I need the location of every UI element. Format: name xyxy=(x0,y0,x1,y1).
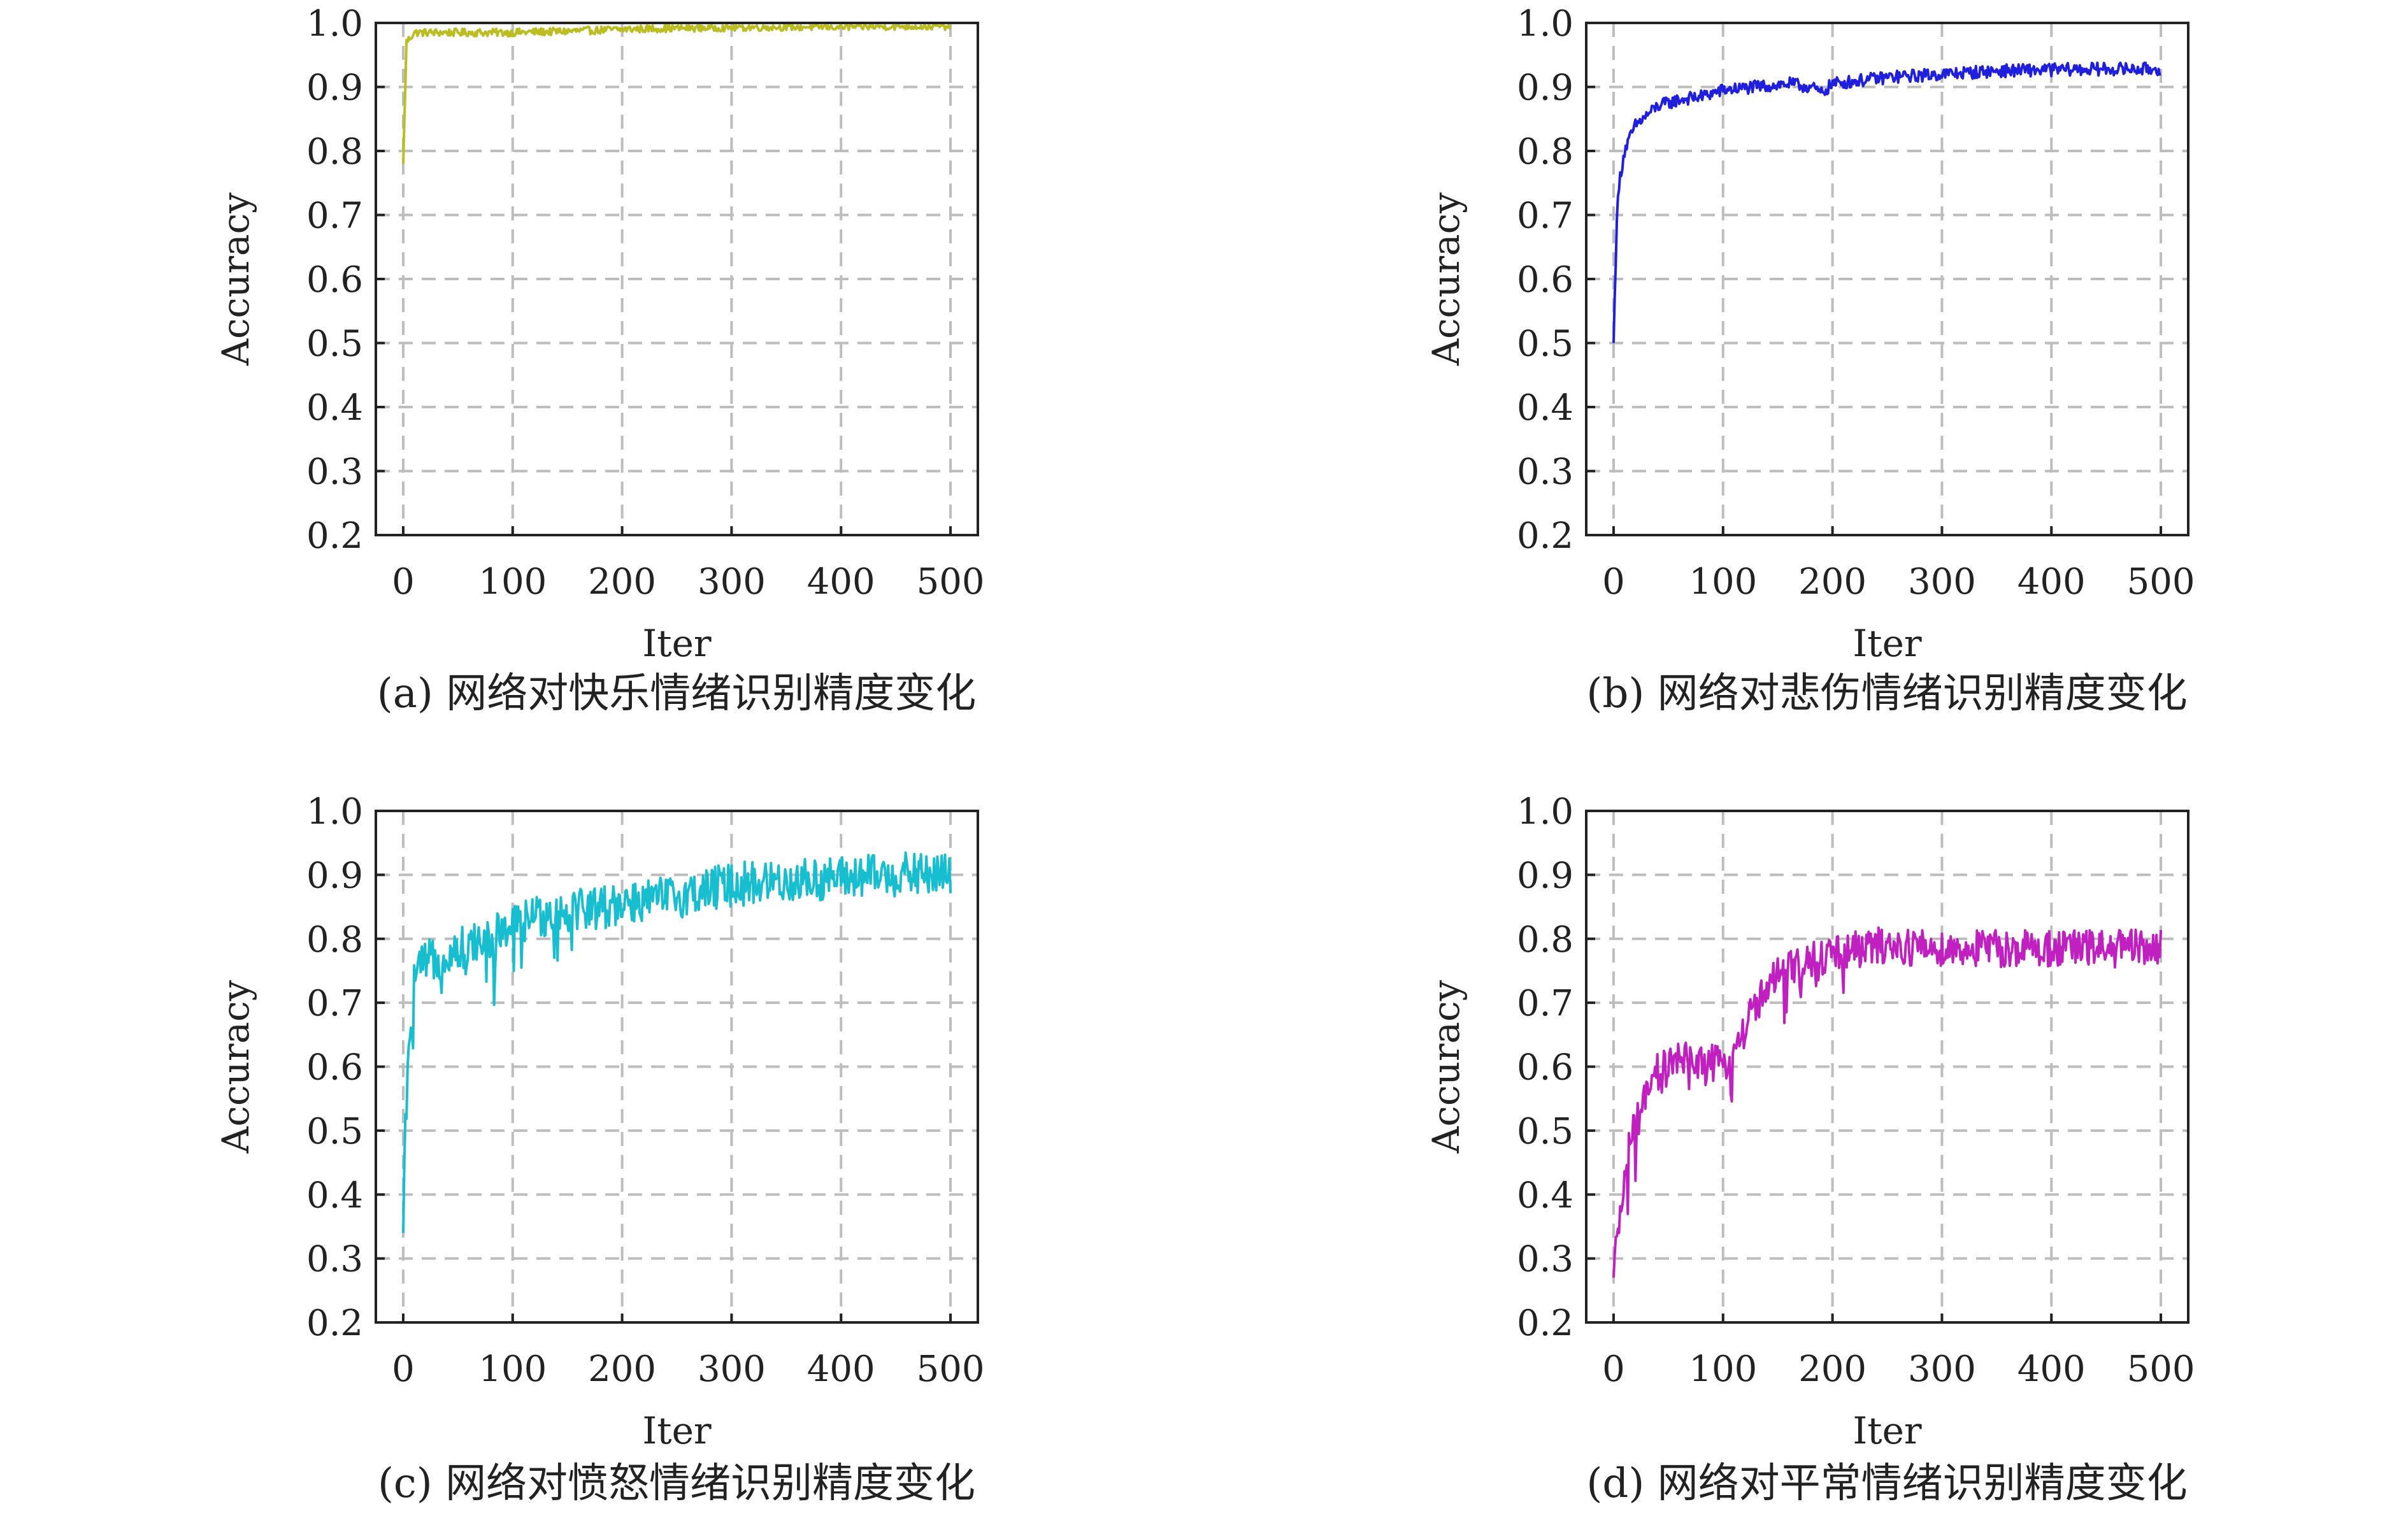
y-axis-label: Accuracy xyxy=(214,980,257,1154)
subfigure-caption: (c) 网络对愤怒情绪识别精度变化 xyxy=(378,1460,975,1507)
chart-panel-1: 0 100 200 300 400 500 0.2 0.3 0.4 0.5 0.6 0.7 0.8 0.9… xyxy=(1424,3,2195,717)
y-tick-label: 0.7 xyxy=(306,983,363,1024)
y-tick-label: 0.8 xyxy=(306,131,363,173)
subfigure-caption: (a) 网络对快乐情绪识别精度变化 xyxy=(377,670,976,717)
x-tick-label: 500 xyxy=(917,561,985,603)
x-axis-label: Iter xyxy=(1853,622,1922,665)
subfigure-caption: (d) 网络对平常情绪识别精度变化 xyxy=(1586,1460,2187,1507)
x-tick-label: 0 xyxy=(1602,561,1625,603)
y-axis-label: Accuracy xyxy=(1424,192,1468,366)
y-tick-label: 0.4 xyxy=(306,387,363,429)
y-tick-label: 0.5 xyxy=(306,1111,363,1152)
y-tick-label: 0.6 xyxy=(1517,1047,1573,1089)
y-tick-label: 0.8 xyxy=(1517,919,1573,961)
y-tick-label: 0.6 xyxy=(1517,259,1573,301)
series-line xyxy=(402,851,952,1233)
x-tick-label: 500 xyxy=(2127,1349,2195,1390)
subfigure-caption: (b) 网络对悲伤情绪识别精度变化 xyxy=(1586,670,2187,717)
y-tick-label: 0.2 xyxy=(1517,515,1573,557)
x-tick-label: 300 xyxy=(698,1349,766,1390)
x-tick-label: 300 xyxy=(698,561,766,603)
x-tick-label: 100 xyxy=(1689,561,1757,603)
x-tick-label: 200 xyxy=(1798,1349,1867,1390)
y-tick-label: 0.8 xyxy=(1517,131,1573,173)
y-tick-label: 0.9 xyxy=(306,855,363,896)
y-tick-label: 0.6 xyxy=(306,259,363,301)
y-tick-label: 0.6 xyxy=(306,1047,363,1089)
x-tick-label: 100 xyxy=(1689,1349,1757,1390)
x-tick-label: 400 xyxy=(807,561,875,603)
x-tick-label: 0 xyxy=(392,561,415,603)
y-tick-label: 0.9 xyxy=(1517,855,1573,896)
y-tick-label: 0.3 xyxy=(1517,1239,1573,1280)
y-tick-label: 0.9 xyxy=(1517,68,1573,109)
chart-panel-0: 0 100 200 300 400 500 0.2 0.3 0.4 0.5 0.6 0.7 0.8 0.9… xyxy=(214,3,984,717)
y-tick-label: 0.4 xyxy=(1517,1175,1573,1216)
y-axis-label: Accuracy xyxy=(214,192,257,366)
x-tick-label: 0 xyxy=(392,1349,415,1390)
x-tick-label: 300 xyxy=(1908,1349,1976,1390)
y-tick-label: 0.5 xyxy=(1517,1111,1573,1152)
y-tick-label: 0.7 xyxy=(1517,983,1573,1024)
y-tick-label: 0.5 xyxy=(306,324,363,365)
y-tick-label: 0.2 xyxy=(306,515,363,557)
x-axis-label: Iter xyxy=(642,1409,712,1452)
chart-panel-3: 0 100 200 300 400 500 0.2 0.3 0.4 0.5 0.6 0.7 0.8 0.9… xyxy=(1424,791,2195,1507)
y-tick-label: 0.9 xyxy=(306,68,363,109)
x-tick-label: 300 xyxy=(1908,561,1976,603)
x-tick-label: 400 xyxy=(807,1349,875,1390)
y-tick-label: 0.4 xyxy=(306,1175,363,1216)
x-axis-label: Iter xyxy=(642,622,712,665)
y-tick-label: 0.3 xyxy=(306,1239,363,1280)
y-axis-label: Accuracy xyxy=(1424,980,1468,1154)
series-line xyxy=(402,24,952,164)
x-axis-label: Iter xyxy=(1853,1409,1922,1452)
x-tick-label: 200 xyxy=(588,1349,656,1390)
x-tick-label: 100 xyxy=(478,1349,547,1390)
y-tick-label: 1.0 xyxy=(306,3,363,45)
y-tick-label: 0.2 xyxy=(1517,1303,1573,1344)
x-tick-label: 100 xyxy=(478,561,547,603)
y-tick-label: 0.8 xyxy=(306,919,363,961)
x-tick-label: 500 xyxy=(917,1349,985,1390)
chart-panel-2: 0 100 200 300 400 500 0.2 0.3 0.4 0.5 0.6 0.7 0.8 0.9… xyxy=(214,791,984,1507)
series-line xyxy=(1612,61,2161,343)
y-tick-label: 1.0 xyxy=(1517,3,1573,45)
y-tick-label: 1.0 xyxy=(306,791,363,833)
y-tick-label: 0.3 xyxy=(306,452,363,493)
y-tick-label: 0.4 xyxy=(1517,387,1573,429)
series-line xyxy=(1612,926,2162,1278)
y-tick-label: 0.3 xyxy=(1517,452,1573,493)
x-tick-label: 0 xyxy=(1602,1349,1625,1390)
x-tick-label: 200 xyxy=(588,561,656,603)
y-tick-label: 0.7 xyxy=(306,196,363,237)
x-tick-label: 400 xyxy=(2017,1349,2086,1390)
y-tick-label: 1.0 xyxy=(1517,791,1573,833)
y-tick-label: 0.7 xyxy=(1517,196,1573,237)
y-tick-label: 0.2 xyxy=(306,1303,363,1344)
x-tick-label: 200 xyxy=(1798,561,1867,603)
y-tick-label: 0.5 xyxy=(1517,324,1573,365)
x-tick-label: 500 xyxy=(2127,561,2195,603)
x-tick-label: 400 xyxy=(2017,561,2086,603)
